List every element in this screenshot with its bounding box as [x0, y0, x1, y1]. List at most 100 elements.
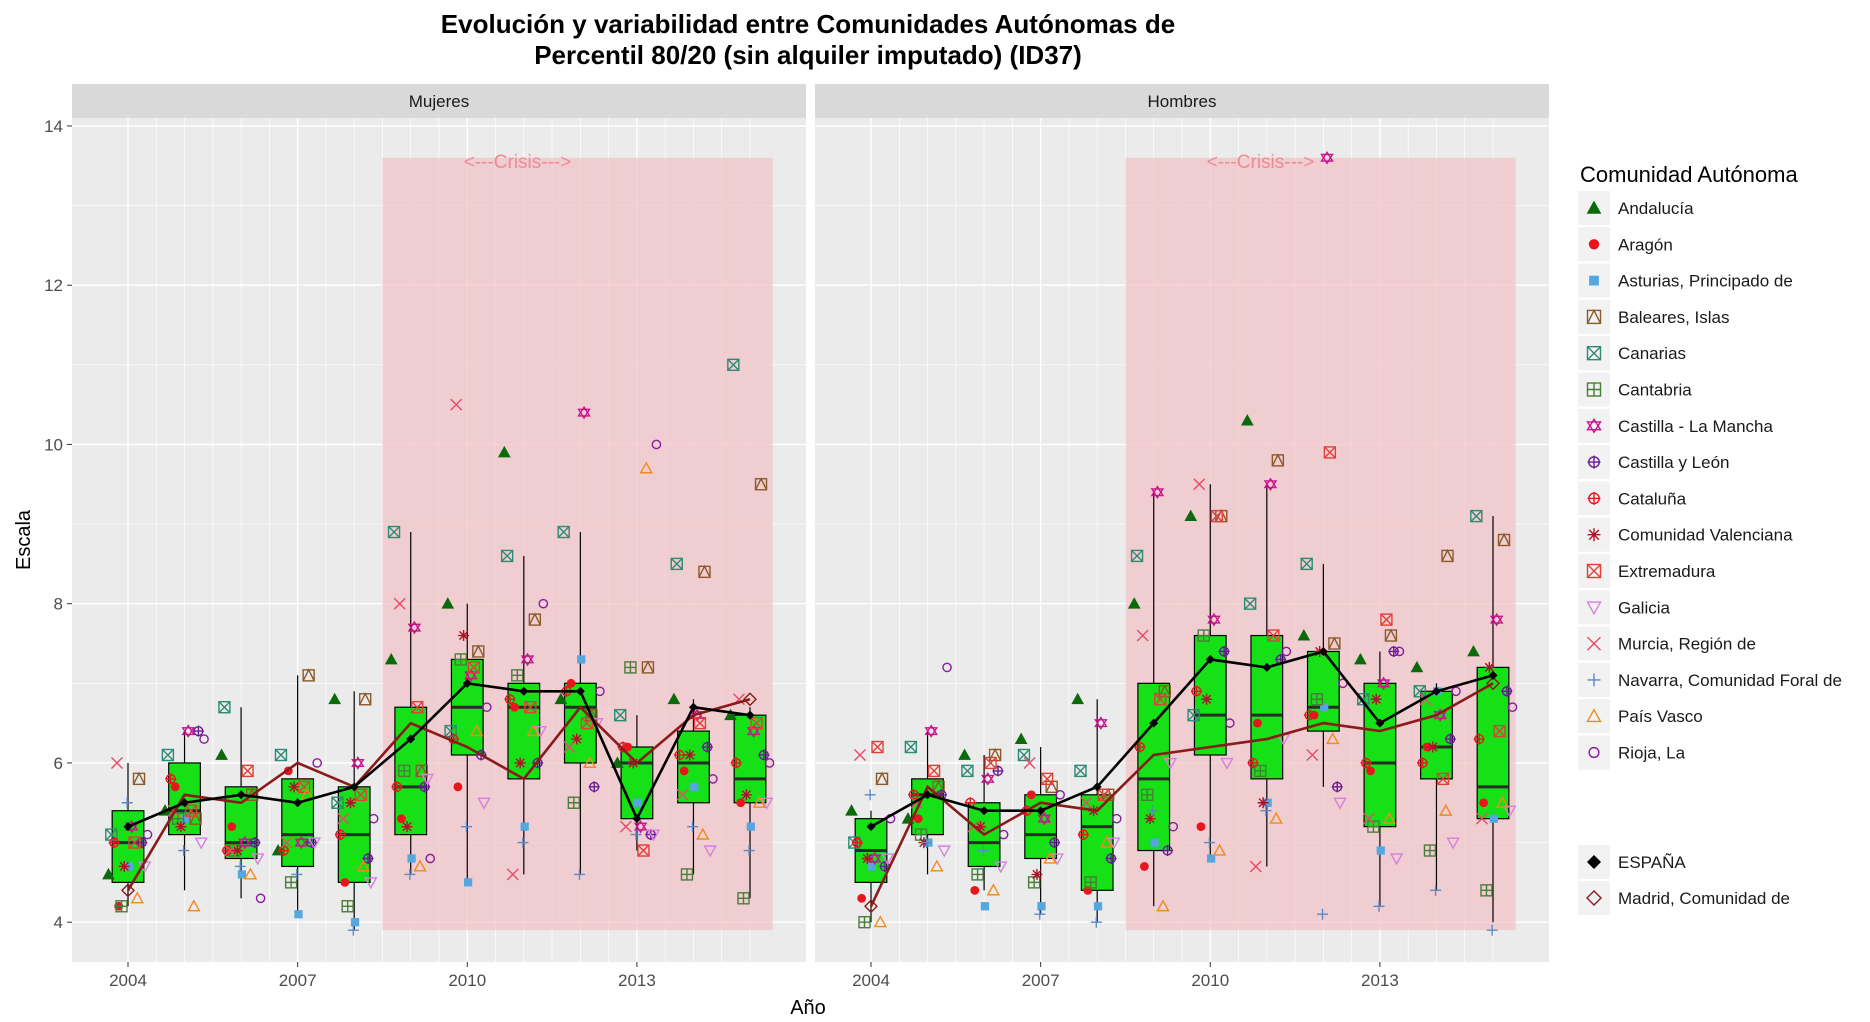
point-triangle [667, 692, 681, 705]
point-uptri [583, 756, 597, 769]
legend-label: Cataluña [1618, 489, 1687, 508]
panel-mujeres: Mujeres <---Crisis---> 2004 2007 2010 2013 4 6 8… [44, 84, 806, 990]
box-2015 [1476, 516, 1510, 923]
point-triangle [441, 597, 455, 609]
point-asterisk [1370, 693, 1382, 705]
point-boxx [274, 748, 288, 762]
legend-symbol-x [1587, 636, 1601, 651]
point-plus [687, 821, 699, 833]
point-circleplus [1331, 781, 1343, 793]
legend-item: Murcia, Región de [1578, 626, 1756, 661]
point-boxx [331, 796, 344, 809]
legend-label: Aragón [1618, 235, 1673, 254]
point-square [520, 822, 529, 831]
point-circleplus [1105, 852, 1117, 864]
point-boxx [1187, 708, 1200, 722]
point-square [746, 822, 755, 831]
point-plus [1430, 884, 1442, 896]
point-x [1023, 756, 1036, 769]
point-circle_open [1394, 646, 1405, 657]
legend-item: Andalucía [1578, 191, 1694, 225]
point-boxx [1470, 509, 1483, 523]
point-circleplus [758, 749, 770, 761]
point-boxx [387, 525, 401, 539]
point-triangle [1410, 660, 1424, 673]
point-boxx [750, 716, 763, 730]
point-x [1475, 812, 1488, 825]
point-square [633, 798, 642, 807]
point-circleplus [1388, 645, 1400, 657]
y-tick-label: 10 [44, 435, 63, 454]
point-downtri [759, 797, 774, 810]
point-boxx [354, 788, 367, 801]
point-circlecross [1247, 757, 1259, 769]
point-boxx [637, 844, 650, 857]
point-circle [510, 702, 519, 712]
point-downtri [533, 725, 548, 739]
point-circle_open [1507, 702, 1518, 713]
legend-item: Canarias [1578, 336, 1686, 371]
point-circle_open [312, 758, 322, 768]
point-star [746, 724, 761, 738]
legend-symbol-triangle [1586, 200, 1602, 214]
legend-title: Comunidad Autónoma [1580, 162, 1798, 187]
point-square [690, 782, 699, 791]
point-uptri [469, 724, 484, 737]
point-uptri [526, 724, 540, 737]
point-star [407, 620, 422, 635]
point-circle_open [481, 702, 492, 713]
point-plus [743, 845, 755, 857]
point-x [853, 748, 866, 761]
y-axis-label: Escala [13, 509, 35, 570]
point-star [464, 668, 478, 683]
point-boxx [904, 740, 918, 754]
point-circlecross [1304, 709, 1316, 721]
x-tick-label: 2004 [852, 971, 890, 990]
legend-symbol-downtri [1586, 601, 1602, 616]
point-uptri [356, 859, 371, 872]
point-boxtri [359, 692, 372, 706]
legend-label: Extremadura [1618, 562, 1716, 581]
point-asterisk [1257, 797, 1269, 809]
point-boxx [670, 557, 683, 571]
point-square [181, 814, 190, 823]
point-boxx [961, 764, 974, 778]
point-square [1206, 854, 1216, 863]
spain-point [462, 678, 472, 688]
point-circleplus [362, 852, 374, 864]
point-circle_open [1224, 718, 1235, 728]
spain-point [349, 782, 359, 792]
spain-point [632, 814, 642, 824]
madrid-point [743, 692, 757, 707]
point-plus [630, 829, 642, 841]
spain-point [1149, 718, 1159, 728]
point-downtri [251, 853, 265, 866]
legend-item: Galicia [1578, 590, 1671, 625]
legend-item: ESPAÑA [1578, 845, 1686, 879]
point-asterisk [288, 781, 300, 793]
box-2013 [1363, 651, 1397, 907]
spain-line [127, 681, 751, 828]
point-boxx [411, 701, 424, 714]
point-circleplus [1162, 845, 1174, 857]
legend-item: Cataluña [1578, 481, 1687, 516]
point-square [1489, 814, 1498, 823]
legend-key [1578, 881, 1610, 915]
point-boxplus [1310, 693, 1324, 706]
box-body [1250, 634, 1284, 780]
point-square [350, 918, 360, 927]
point-plus [574, 868, 586, 880]
point-boxx [1267, 629, 1280, 642]
point-boxplus [680, 868, 694, 881]
point-circle_open [255, 893, 266, 904]
point-star [1207, 612, 1221, 627]
point-circle_open [764, 758, 775, 768]
y-tick-label: 14 [44, 117, 63, 136]
legend: Comunidad Autónoma Andalucía Aragón Asturi… [1578, 162, 1842, 915]
point-circlecross [1134, 741, 1146, 753]
point-asterisk [1144, 813, 1156, 825]
point-circleplus [1218, 645, 1230, 657]
point-boxtri [932, 779, 945, 794]
spain-point [293, 798, 303, 808]
point-plus [864, 789, 876, 801]
